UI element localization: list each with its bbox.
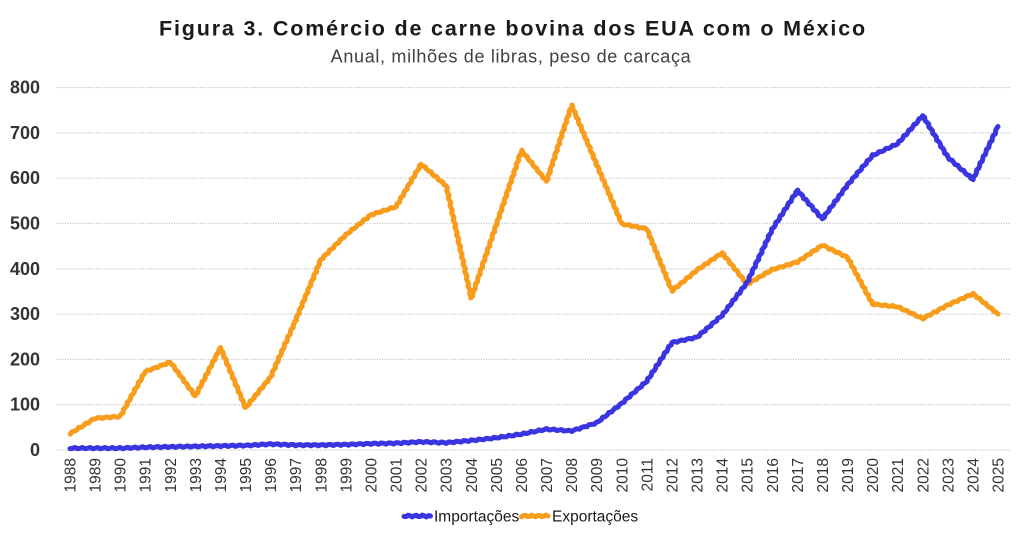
svg-text:1990: 1990 [113, 458, 130, 493]
svg-text:2022: 2022 [915, 458, 932, 492]
svg-text:1999: 1999 [338, 458, 355, 492]
svg-text:Anual, milhões de libras, peso: Anual, milhões de libras, peso de carcaç… [331, 47, 692, 67]
svg-text:2008: 2008 [564, 458, 581, 492]
svg-text:0: 0 [30, 440, 40, 460]
svg-text:2012: 2012 [664, 458, 681, 492]
svg-text:2023: 2023 [940, 458, 957, 492]
svg-text:200: 200 [10, 349, 40, 369]
svg-text:400: 400 [10, 259, 40, 279]
svg-text:1996: 1996 [263, 458, 280, 492]
svg-text:2005: 2005 [489, 458, 506, 492]
svg-text:2024: 2024 [965, 458, 982, 493]
svg-text:100: 100 [10, 395, 40, 415]
svg-text:1988: 1988 [63, 458, 80, 492]
svg-text:2002: 2002 [414, 458, 431, 492]
svg-text:700: 700 [10, 123, 40, 143]
svg-text:2018: 2018 [815, 458, 832, 492]
svg-text:1992: 1992 [163, 458, 180, 492]
svg-text:2021: 2021 [890, 458, 907, 492]
svg-text:2013: 2013 [690, 458, 707, 492]
svg-text:2019: 2019 [840, 458, 857, 492]
svg-text:600: 600 [10, 168, 40, 188]
svg-text:2006: 2006 [514, 458, 531, 492]
svg-text:2007: 2007 [539, 458, 556, 492]
svg-text:2015: 2015 [740, 458, 757, 492]
svg-text:1997: 1997 [288, 458, 305, 492]
svg-text:1989: 1989 [88, 458, 105, 492]
svg-text:2010: 2010 [614, 458, 631, 493]
svg-text:2001: 2001 [389, 458, 406, 492]
svg-text:1993: 1993 [188, 458, 205, 492]
svg-text:2003: 2003 [439, 458, 456, 492]
svg-text:2009: 2009 [589, 458, 606, 492]
svg-text:800: 800 [10, 78, 40, 98]
svg-text:2000: 2000 [364, 458, 381, 493]
svg-text:500: 500 [10, 213, 40, 233]
svg-text:2020: 2020 [865, 458, 882, 493]
svg-text:300: 300 [10, 304, 40, 324]
svg-text:2011: 2011 [639, 458, 656, 491]
svg-text:2004: 2004 [464, 458, 481, 493]
svg-text:1991: 1991 [138, 458, 155, 492]
svg-text:2017: 2017 [790, 458, 807, 492]
svg-text:Figura 3. Comércio de carne bo: Figura 3. Comércio de carne bovina dos E… [159, 17, 867, 41]
svg-text:2016: 2016 [765, 458, 782, 492]
svg-text:2025: 2025 [991, 458, 1008, 492]
svg-text:1995: 1995 [238, 458, 255, 492]
svg-text:1994: 1994 [213, 458, 230, 493]
svg-text:Importações: Importações [434, 509, 520, 526]
svg-text:Exportações: Exportações [552, 509, 638, 526]
svg-text:1998: 1998 [313, 458, 330, 492]
svg-text:2014: 2014 [715, 458, 732, 493]
